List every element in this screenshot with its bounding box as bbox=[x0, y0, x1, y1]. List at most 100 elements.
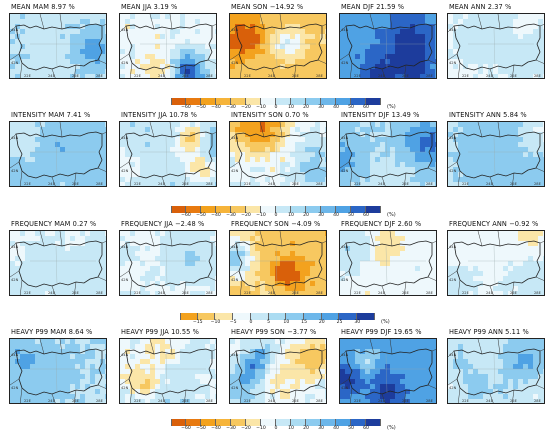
heatmap-cell bbox=[468, 152, 474, 158]
heatmap-cell bbox=[60, 152, 66, 158]
heatmap-cell bbox=[420, 34, 426, 40]
heatmap-cell bbox=[135, 74, 141, 78]
heatmap-cell bbox=[285, 24, 291, 30]
heatmap-cell bbox=[350, 167, 356, 173]
heatmap-cell bbox=[205, 339, 211, 345]
heatmap-cell bbox=[468, 286, 474, 292]
country-border bbox=[15, 240, 103, 288]
heatmap-cell bbox=[435, 286, 436, 292]
heatmap-cell bbox=[45, 354, 51, 360]
heatmap-cell bbox=[230, 177, 236, 183]
heatmap-cell bbox=[155, 49, 161, 55]
heatmap-cell bbox=[30, 132, 36, 138]
heatmap-cell bbox=[400, 44, 406, 50]
heatmap-cell bbox=[215, 132, 216, 138]
heatmap-cell bbox=[435, 122, 436, 128]
heatmap-cell bbox=[150, 256, 156, 262]
heatmap-cell bbox=[70, 236, 76, 242]
heatmap-cell bbox=[473, 122, 479, 128]
heatmap-cell bbox=[320, 286, 326, 292]
heatmap-cell bbox=[538, 281, 544, 287]
neighbor-border bbox=[317, 59, 326, 64]
heatmap-cell bbox=[295, 276, 301, 282]
heatmap-cell bbox=[70, 132, 76, 138]
heatmap-cell bbox=[375, 29, 381, 35]
heatmap-cell bbox=[210, 374, 216, 380]
heatmap-cell bbox=[165, 271, 171, 277]
heatmap-cell bbox=[155, 256, 161, 262]
heatmap-cell bbox=[60, 241, 66, 247]
heatmap-cell bbox=[10, 236, 16, 242]
heatmap-cell bbox=[10, 59, 16, 65]
heatmap-cell bbox=[180, 286, 186, 292]
heatmap-cell bbox=[458, 14, 464, 20]
heatmap-cell bbox=[140, 344, 146, 350]
panel-title: HEAVY P99 JJA 10.55 % bbox=[121, 328, 200, 336]
heatmap-cell bbox=[155, 14, 161, 20]
heatmap-cell bbox=[100, 44, 106, 50]
heatmap-cell bbox=[20, 281, 26, 287]
heatmap-cell bbox=[75, 359, 81, 365]
heatmap-cell bbox=[185, 344, 191, 350]
heatmap-cell bbox=[453, 162, 459, 168]
heatmap-cell bbox=[473, 29, 479, 35]
heatmap-cell bbox=[430, 74, 436, 78]
heatmap-cell bbox=[70, 182, 76, 186]
heatmap-cell bbox=[305, 44, 311, 50]
heatmap-cell bbox=[508, 256, 514, 262]
heatmap-cell bbox=[180, 241, 186, 247]
heatmap-cell bbox=[310, 147, 316, 153]
heatmap-cell bbox=[415, 236, 421, 242]
heatmap-cell bbox=[250, 177, 256, 183]
heatmap-cell bbox=[400, 152, 406, 158]
heatmap-cell bbox=[533, 241, 539, 247]
heatmap-cell bbox=[185, 147, 191, 153]
heatmap-cell bbox=[160, 354, 166, 360]
heatmap-cell bbox=[513, 122, 519, 128]
heatmap-cell bbox=[503, 251, 509, 257]
heatmap-cell bbox=[255, 177, 261, 183]
heatmap-cell bbox=[20, 236, 26, 242]
heatmap-cell bbox=[503, 172, 509, 178]
heatmap-cell bbox=[240, 236, 246, 242]
heatmap-cell bbox=[295, 182, 301, 186]
heatmap-cell bbox=[55, 59, 61, 65]
heatmap-cell bbox=[235, 162, 241, 168]
heatmap-cell bbox=[533, 64, 539, 70]
neighbor-border bbox=[340, 53, 350, 61]
heatmap-cell bbox=[528, 34, 534, 40]
heatmap-cell bbox=[135, 271, 141, 277]
lon-tick-label: 26E bbox=[402, 291, 409, 295]
heatmap-cell bbox=[150, 236, 156, 242]
heatmap-cell bbox=[350, 291, 356, 295]
heatmap-cell bbox=[135, 384, 141, 390]
heatmap-cell bbox=[498, 231, 504, 237]
heatmap-cell bbox=[170, 369, 176, 375]
heatmap-cell bbox=[430, 24, 436, 30]
heatmap-cell bbox=[508, 74, 514, 78]
heatmap-cell bbox=[10, 374, 16, 380]
heatmap-cell bbox=[95, 39, 101, 45]
heatmap-cell bbox=[95, 127, 101, 133]
heatmap-cell bbox=[170, 261, 176, 267]
neighbor-border bbox=[389, 231, 393, 247]
heatmap-cell bbox=[35, 122, 41, 128]
heatmap-cell bbox=[380, 54, 386, 60]
heatmap-cell bbox=[140, 349, 146, 355]
heatmap-field bbox=[448, 231, 544, 295]
heatmap-cell bbox=[135, 64, 141, 70]
heatmap-cell bbox=[10, 246, 16, 252]
heatmap-cell bbox=[390, 266, 396, 272]
heatmap-cell bbox=[75, 251, 81, 257]
heatmap-cell bbox=[528, 127, 534, 133]
neighbor-border bbox=[489, 68, 494, 78]
heatmap-cell bbox=[185, 34, 191, 40]
heatmap-cell bbox=[150, 132, 156, 138]
heatmap-cell bbox=[165, 379, 171, 385]
heatmap-cell bbox=[325, 39, 326, 45]
heatmap-cell bbox=[165, 14, 171, 20]
heatmap-cell bbox=[265, 251, 271, 257]
heatmap-cell bbox=[235, 231, 241, 237]
heatmap-cell bbox=[468, 281, 474, 287]
heatmap-cell bbox=[200, 122, 206, 128]
